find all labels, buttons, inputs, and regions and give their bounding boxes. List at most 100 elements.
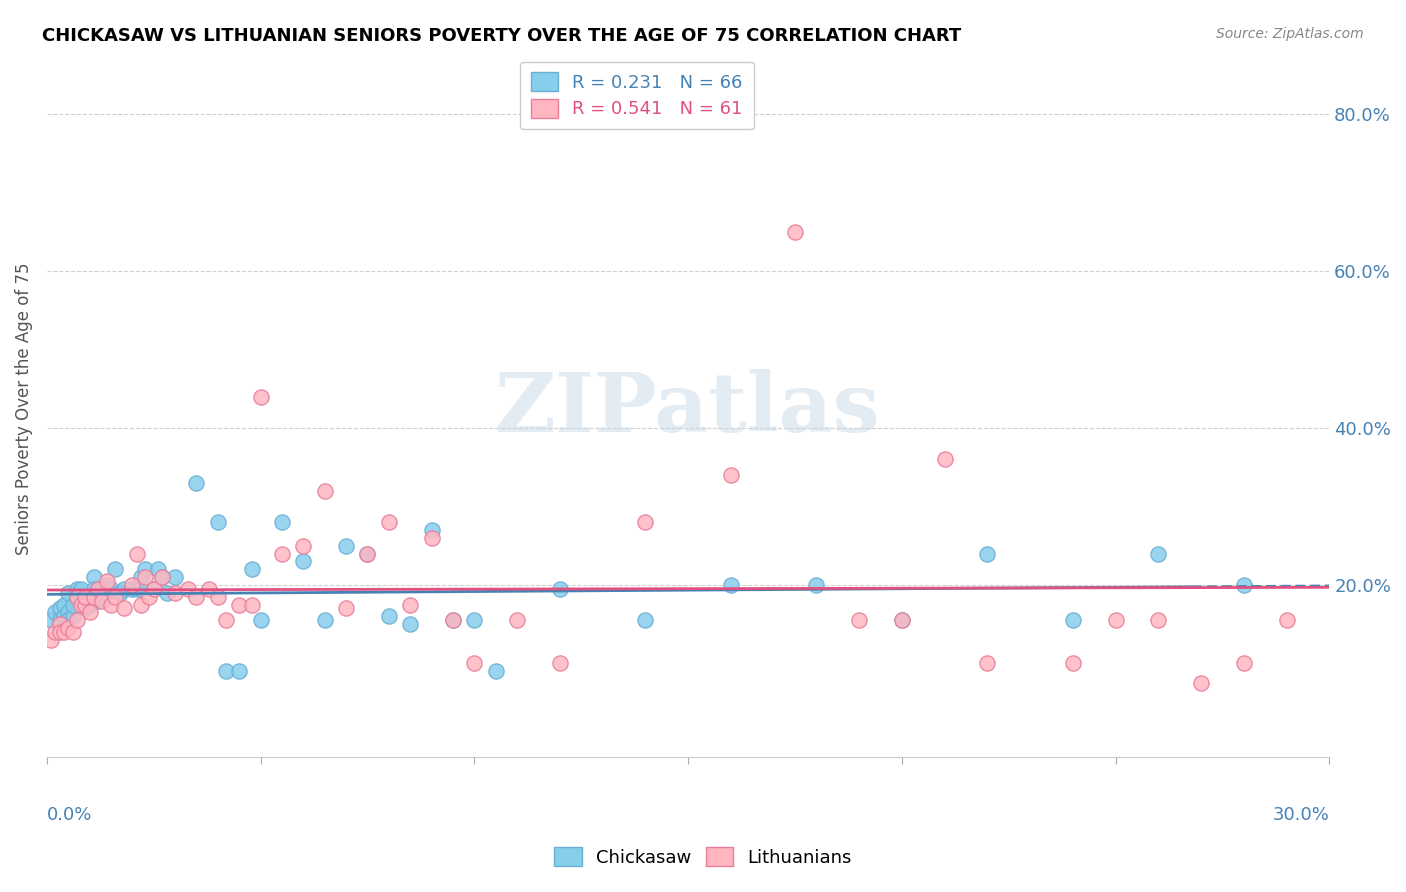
Y-axis label: Seniors Poverty Over the Age of 75: Seniors Poverty Over the Age of 75 (15, 262, 32, 555)
Point (155, 586, 177, 600)
Point (58, 621, 80, 635)
Point (177, 582, 200, 596)
Point (485, 664, 508, 678)
Point (66, 590, 89, 604)
Point (142, 582, 165, 596)
Point (976, 657, 998, 671)
Point (142, 582, 165, 596)
Point (506, 613, 529, 627)
Point (75, 598, 97, 612)
Point (66, 613, 89, 627)
Point (44, 624, 66, 639)
Point (75, 590, 97, 604)
Point (129, 570, 152, 584)
Point (91, 582, 114, 596)
Point (62, 624, 84, 639)
Point (314, 613, 336, 627)
Point (75, 601, 97, 615)
Point (1147, 547, 1170, 561)
Point (720, 468, 742, 483)
Point (79, 590, 101, 604)
Point (134, 570, 156, 584)
Point (83, 582, 105, 596)
Point (848, 613, 870, 627)
Point (1233, 578, 1256, 592)
Point (70, 590, 93, 604)
Legend: R = 0.231   N = 66, R = 0.541   N = 61: R = 0.231 N = 66, R = 0.541 N = 61 (520, 62, 754, 129)
Point (112, 601, 135, 615)
Point (112, 582, 135, 596)
Point (100, 598, 122, 612)
Point (1062, 613, 1084, 627)
Point (150, 570, 173, 584)
Point (890, 613, 912, 627)
Point (335, 601, 357, 615)
Point (783, 225, 806, 239)
Point (138, 590, 160, 604)
Text: 30.0%: 30.0% (1272, 806, 1329, 824)
Point (104, 590, 127, 604)
Point (548, 657, 571, 671)
Point (48, 617, 70, 632)
Point (75, 598, 97, 612)
Text: Source: ZipAtlas.com: Source: ZipAtlas.com (1216, 27, 1364, 41)
Point (228, 598, 250, 612)
Point (463, 613, 485, 627)
Point (634, 515, 657, 529)
Point (58, 605, 80, 619)
Point (91, 593, 114, 607)
Point (215, 613, 238, 627)
Point (134, 562, 156, 576)
Point (1147, 613, 1170, 627)
Point (129, 598, 152, 612)
Point (87, 593, 110, 607)
Point (1233, 657, 1256, 671)
Point (87, 582, 110, 596)
Point (249, 390, 271, 404)
Point (125, 582, 148, 596)
Point (66, 582, 89, 596)
Point (96, 578, 118, 592)
Point (44, 605, 66, 619)
Point (441, 613, 464, 627)
Point (1104, 613, 1126, 627)
Point (1062, 657, 1084, 671)
Point (976, 547, 998, 561)
Point (292, 554, 315, 568)
Text: ZIPatlas: ZIPatlas (495, 368, 880, 449)
Point (356, 547, 378, 561)
Point (66, 590, 89, 604)
Point (399, 598, 422, 612)
Point (100, 582, 122, 596)
Point (121, 582, 143, 596)
Point (53, 624, 76, 639)
Point (146, 562, 169, 576)
Point (441, 613, 464, 627)
Point (463, 657, 485, 671)
Point (271, 547, 294, 561)
Point (934, 452, 956, 467)
Point (62, 609, 84, 624)
Point (53, 598, 76, 612)
Point (806, 578, 828, 592)
Point (165, 570, 187, 584)
Point (292, 539, 315, 553)
Point (207, 590, 229, 604)
Point (271, 515, 294, 529)
Point (39, 613, 62, 627)
Point (378, 515, 401, 529)
Point (91, 590, 114, 604)
Point (83, 590, 105, 604)
Point (207, 515, 229, 529)
Point (240, 598, 263, 612)
Point (1189, 676, 1212, 690)
Point (720, 578, 742, 592)
Point (634, 613, 657, 627)
Point (356, 547, 378, 561)
Legend: Chickasaw, Lithuanians: Chickasaw, Lithuanians (547, 840, 859, 874)
Point (48, 613, 70, 627)
Point (186, 590, 208, 604)
Point (125, 547, 148, 561)
Point (420, 531, 443, 545)
Point (129, 582, 152, 596)
